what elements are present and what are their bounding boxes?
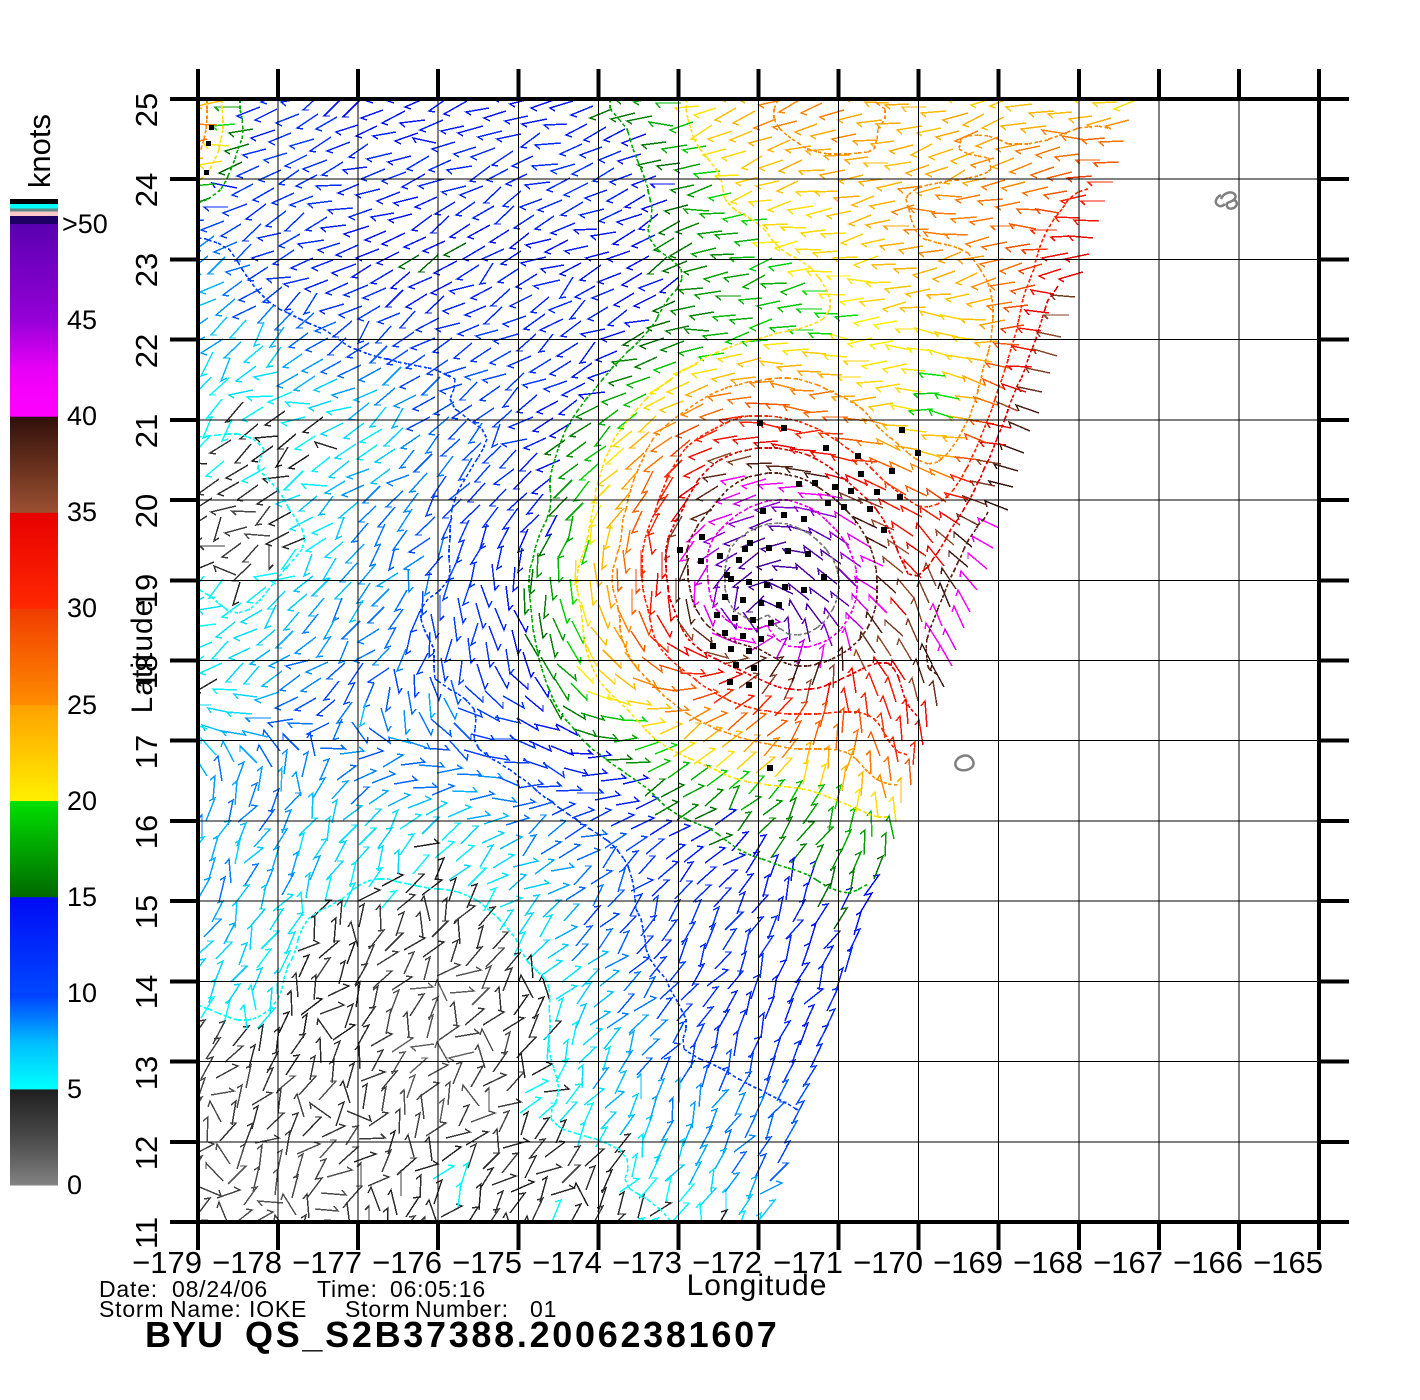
svg-text:01: 01 — [530, 1296, 557, 1322]
svg-text:24: 24 — [129, 173, 164, 207]
svg-text:22: 22 — [129, 334, 164, 368]
svg-text:Time:: Time: — [317, 1276, 378, 1302]
svg-text:16: 16 — [129, 815, 164, 849]
svg-text:30: 30 — [67, 593, 97, 623]
svg-text:21: 21 — [129, 414, 164, 448]
svg-text:25: 25 — [129, 93, 164, 127]
svg-text:Longitude: Longitude — [687, 1269, 828, 1302]
svg-text:11: 11 — [129, 1217, 164, 1249]
svg-text:Storm: Storm — [99, 1296, 164, 1322]
svg-text:knots: knots — [22, 114, 57, 188]
svg-text:20: 20 — [67, 786, 97, 816]
svg-text:IOKE: IOKE — [249, 1296, 307, 1322]
svg-text:QS_S2B37388.20062381607: QS_S2B37388.20062381607 — [245, 1314, 780, 1355]
svg-text:Date:: Date: — [99, 1276, 158, 1302]
svg-text:10: 10 — [67, 978, 97, 1008]
svg-text:15: 15 — [67, 882, 97, 912]
svg-text:−167: −167 — [1093, 1245, 1163, 1280]
svg-text:18: 18 — [129, 655, 164, 689]
svg-text:40: 40 — [67, 401, 97, 431]
svg-text:−176: −176 — [372, 1245, 442, 1280]
svg-text:−178: −178 — [212, 1245, 282, 1280]
svg-text:−175: −175 — [452, 1245, 522, 1280]
svg-text:17: 17 — [129, 735, 164, 769]
svg-text:−174: −174 — [532, 1245, 602, 1280]
svg-text:−172: −172 — [692, 1245, 762, 1280]
svg-text:45: 45 — [67, 305, 97, 335]
svg-text:15: 15 — [129, 895, 164, 929]
svg-text:5: 5 — [67, 1074, 82, 1104]
svg-text:0: 0 — [67, 1170, 82, 1200]
svg-text:20: 20 — [129, 494, 164, 528]
svg-text:19: 19 — [129, 574, 164, 608]
svg-text:06:05:16: 06:05:16 — [390, 1276, 486, 1302]
svg-text:−168: −168 — [1013, 1245, 1083, 1280]
svg-text:−177: −177 — [292, 1245, 362, 1280]
svg-text:13: 13 — [129, 1056, 164, 1090]
svg-text:35: 35 — [67, 497, 97, 527]
svg-text:25: 25 — [67, 690, 97, 720]
svg-text:14: 14 — [129, 975, 164, 1009]
svg-text:−173: −173 — [612, 1245, 682, 1280]
svg-text:BYU: BYU — [145, 1314, 224, 1355]
svg-text:−165: −165 — [1253, 1245, 1323, 1280]
svg-text:Name:: Name: — [170, 1296, 242, 1322]
svg-text:Number:: Number: — [415, 1296, 509, 1322]
svg-text:−179: −179 — [132, 1245, 202, 1280]
svg-text:−171: −171 — [773, 1245, 843, 1280]
svg-text:Storm: Storm — [345, 1296, 410, 1322]
svg-text:−166: −166 — [1173, 1245, 1243, 1280]
svg-text:08/24/06: 08/24/06 — [172, 1276, 268, 1302]
svg-text:23: 23 — [129, 253, 164, 287]
svg-text:12: 12 — [129, 1136, 164, 1170]
svg-text:Latitude: Latitude — [126, 599, 159, 714]
svg-text:−169: −169 — [933, 1245, 1003, 1280]
svg-text:−170: −170 — [853, 1245, 923, 1280]
svg-text:>50: >50 — [62, 209, 108, 239]
